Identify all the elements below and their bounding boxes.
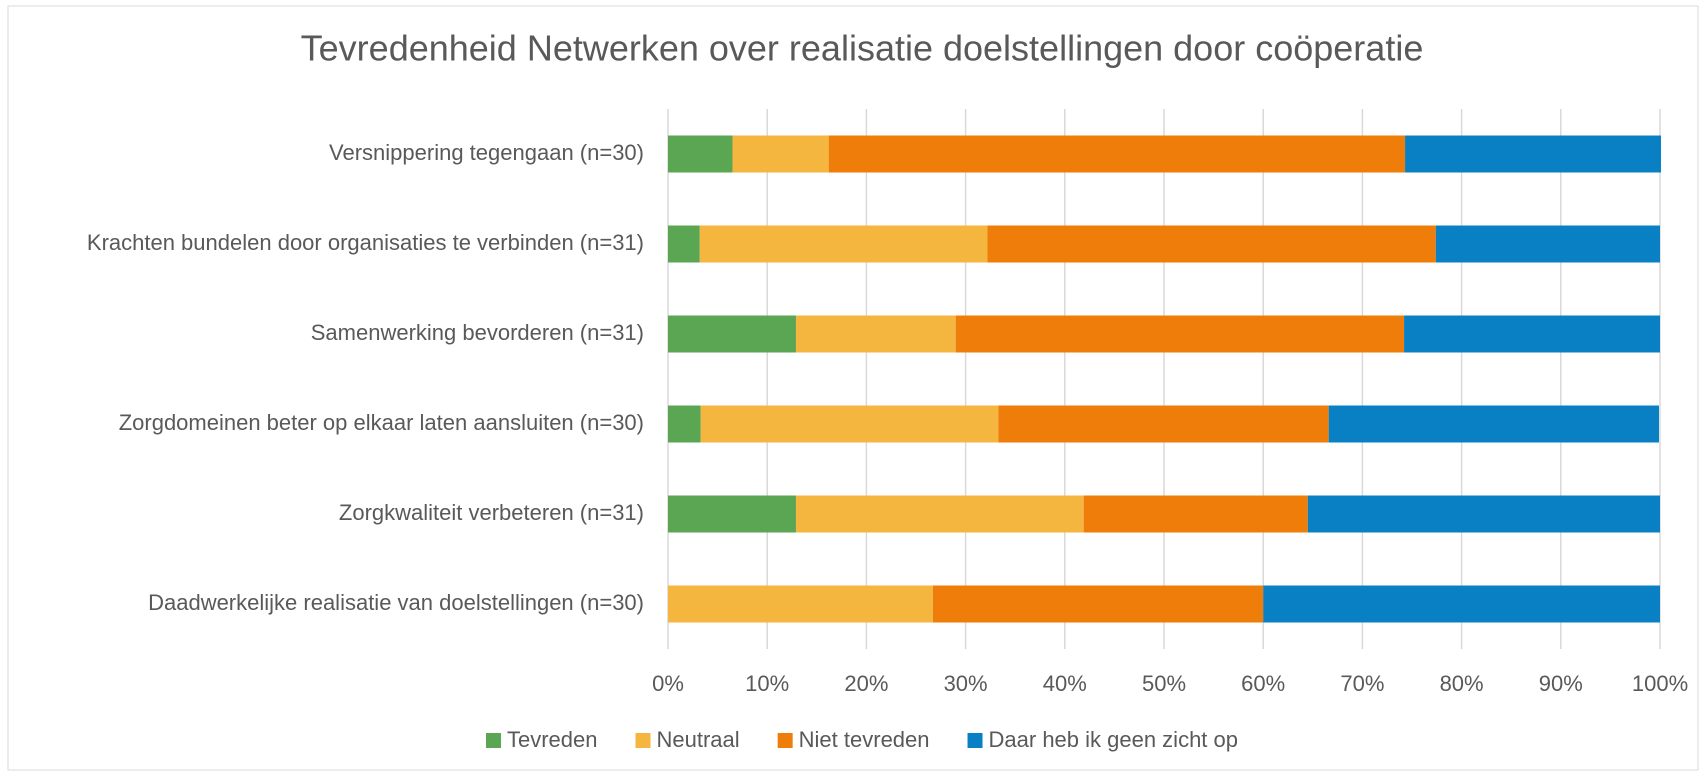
bar-segment bbox=[987, 225, 1436, 263]
y-tick-label: Daadwerkelijke realisatie van doelstelli… bbox=[148, 590, 644, 615]
bar-segment bbox=[795, 315, 956, 353]
bar-segment bbox=[828, 135, 1406, 173]
bar-segment bbox=[1405, 135, 1661, 173]
legend-label: Neutraal bbox=[657, 727, 740, 752]
chart-border bbox=[7, 5, 1699, 771]
chart-title: Tevredenheid Netwerken over realisatie d… bbox=[301, 28, 1424, 69]
bar-segment bbox=[668, 225, 700, 263]
legend-label: Daar heb ik geen zicht op bbox=[989, 727, 1239, 752]
x-tick-label: 90% bbox=[1539, 671, 1583, 696]
legend-swatch bbox=[485, 733, 501, 748]
bar-segment bbox=[932, 585, 1264, 623]
x-tick-label: 80% bbox=[1440, 671, 1484, 696]
legend-swatch bbox=[967, 733, 983, 748]
legend-swatch bbox=[777, 733, 793, 748]
legend-label: Niet tevreden bbox=[799, 727, 930, 752]
x-tick-label: 50% bbox=[1142, 671, 1186, 696]
x-tick-label: 100% bbox=[1632, 671, 1688, 696]
y-tick-label: Zorgdomeinen beter op elkaar laten aansl… bbox=[119, 410, 644, 435]
bar-segment bbox=[668, 405, 701, 443]
bar-segment bbox=[668, 585, 933, 623]
bar-segment bbox=[699, 225, 988, 263]
x-tick-label: 30% bbox=[944, 671, 988, 696]
bar-segment bbox=[998, 405, 1329, 443]
bar-segment bbox=[668, 135, 733, 173]
bar-segment bbox=[668, 495, 796, 533]
x-tick-label: 40% bbox=[1043, 671, 1087, 696]
bar-segment bbox=[1263, 585, 1660, 623]
y-tick-label: Zorgkwaliteit verbeteren (n=31) bbox=[339, 500, 644, 525]
x-tick-label: 20% bbox=[844, 671, 888, 696]
y-tick-label: Samenwerking bevorderen (n=31) bbox=[311, 320, 644, 345]
bar-segment bbox=[1404, 315, 1660, 353]
bar-segment bbox=[668, 315, 796, 353]
x-tick-label: 0% bbox=[652, 671, 684, 696]
legend-swatch bbox=[635, 733, 651, 748]
bar-segment bbox=[1435, 225, 1660, 263]
bar-segment bbox=[732, 135, 829, 173]
bar-segment bbox=[1307, 495, 1660, 533]
bar-segment bbox=[1328, 405, 1660, 443]
bar-segment bbox=[1083, 495, 1308, 533]
x-tick-label: 60% bbox=[1241, 671, 1285, 696]
bar-segment bbox=[955, 315, 1405, 353]
bar-segment bbox=[700, 405, 999, 443]
x-tick-label: 70% bbox=[1340, 671, 1384, 696]
x-tick-label: 10% bbox=[745, 671, 789, 696]
y-tick-label: Krachten bundelen door organisaties te v… bbox=[87, 230, 644, 255]
legend-label: Tevreden bbox=[507, 727, 598, 752]
y-tick-label: Versnippering tegengaan (n=30) bbox=[329, 140, 644, 165]
bar-segment bbox=[795, 495, 1084, 533]
